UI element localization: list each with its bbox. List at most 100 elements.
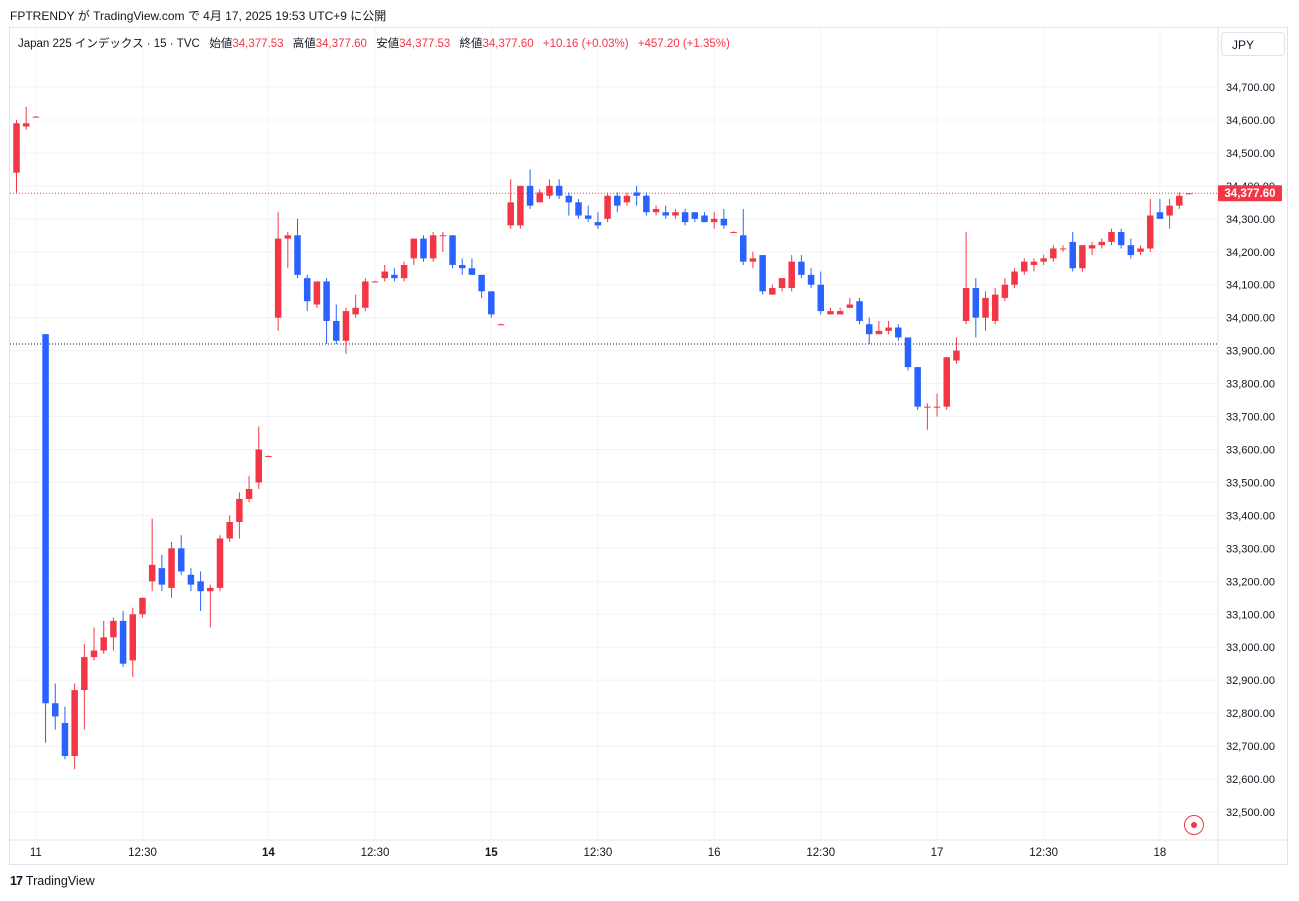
candle bbox=[555, 179, 563, 200]
candle bbox=[614, 192, 621, 213]
candle bbox=[177, 535, 185, 575]
candle bbox=[575, 199, 582, 219]
y-tick-label: 33,600.00 bbox=[1226, 445, 1275, 457]
candle bbox=[895, 324, 902, 341]
candle bbox=[546, 179, 553, 200]
candle-body bbox=[991, 294, 999, 321]
target-icon[interactable] bbox=[1184, 815, 1204, 835]
x-tick-label: 12:30 bbox=[584, 847, 613, 859]
reference-lines bbox=[10, 192, 1218, 345]
candle bbox=[391, 268, 398, 282]
candle bbox=[730, 231, 737, 233]
y-tick-label: 34,200.00 bbox=[1226, 247, 1275, 259]
legend-close-label: 終値 bbox=[459, 38, 483, 50]
candle-body bbox=[497, 324, 505, 326]
currency-button[interactable]: JPY bbox=[1221, 32, 1285, 56]
candle-body bbox=[1146, 215, 1154, 249]
candle bbox=[710, 212, 718, 229]
candle-body bbox=[865, 324, 873, 335]
candle-body bbox=[643, 195, 650, 213]
candle-body bbox=[953, 350, 960, 361]
candle bbox=[313, 281, 321, 308]
candle-body bbox=[274, 238, 282, 318]
legend-symbol[interactable]: Japan 225 インデックス · 15 · TVC bbox=[18, 38, 200, 50]
candle-body bbox=[827, 311, 834, 315]
candle-body bbox=[875, 330, 883, 335]
candle bbox=[488, 291, 495, 318]
candle-body bbox=[158, 568, 166, 585]
candle bbox=[458, 258, 466, 275]
candle-body bbox=[236, 498, 243, 522]
candle-body bbox=[604, 195, 611, 219]
candle-body bbox=[1030, 261, 1038, 265]
candle bbox=[439, 232, 447, 252]
candle-body bbox=[1021, 261, 1028, 272]
candle-body bbox=[362, 281, 369, 308]
candle bbox=[972, 278, 980, 338]
candle-body bbox=[904, 337, 912, 368]
candle bbox=[1030, 258, 1038, 272]
candle-body bbox=[1059, 248, 1067, 250]
candle bbox=[1040, 255, 1047, 265]
candle-body bbox=[672, 212, 679, 216]
candle bbox=[1185, 193, 1193, 195]
candle-body bbox=[478, 274, 485, 292]
legend-close-value: 34,377.60 bbox=[482, 38, 534, 50]
legend-low-value: 34,377.53 bbox=[399, 38, 451, 50]
candle-body bbox=[652, 208, 660, 213]
x-tick-label: 12:30 bbox=[361, 847, 390, 859]
candle bbox=[197, 571, 204, 611]
candle bbox=[245, 475, 253, 503]
candle-body bbox=[1001, 284, 1009, 298]
candle bbox=[13, 119, 20, 193]
candle-body bbox=[81, 657, 88, 691]
candle-body bbox=[420, 238, 427, 259]
candle bbox=[362, 278, 369, 312]
candle bbox=[904, 337, 912, 371]
candle bbox=[478, 274, 485, 298]
candle-body bbox=[555, 185, 563, 196]
candle bbox=[740, 208, 747, 265]
y-tick-label: 34,500.00 bbox=[1226, 148, 1275, 160]
candle bbox=[119, 610, 127, 667]
candle bbox=[1127, 238, 1135, 259]
candle bbox=[400, 261, 408, 282]
candle bbox=[61, 706, 69, 760]
candle bbox=[807, 268, 815, 289]
candle bbox=[1001, 278, 1009, 302]
tradingview-logo[interactable]: 17 TradingView bbox=[10, 874, 95, 888]
candle-body bbox=[400, 264, 408, 279]
candle-body bbox=[933, 406, 941, 408]
candle-body bbox=[623, 195, 631, 203]
candle-body bbox=[914, 367, 921, 407]
y-tick-label: 32,600.00 bbox=[1226, 774, 1275, 786]
candle-body bbox=[730, 232, 737, 233]
candle bbox=[1059, 245, 1067, 252]
y-tick-label: 34,700.00 bbox=[1226, 82, 1275, 94]
candle-body bbox=[458, 264, 466, 269]
candle-body bbox=[226, 522, 233, 539]
candle bbox=[885, 320, 892, 335]
candle bbox=[604, 192, 611, 223]
candle bbox=[1117, 228, 1125, 249]
candle-body bbox=[1166, 205, 1173, 216]
candle-body bbox=[1117, 232, 1125, 246]
candle bbox=[429, 232, 437, 262]
candle bbox=[701, 212, 708, 223]
y-tick-label: 33,400.00 bbox=[1226, 510, 1275, 522]
candle-body bbox=[584, 215, 592, 219]
candle bbox=[875, 320, 883, 335]
candle-body bbox=[381, 271, 388, 279]
candle bbox=[584, 205, 592, 223]
candle-body bbox=[255, 449, 262, 483]
candle bbox=[1166, 199, 1173, 229]
candle bbox=[962, 232, 970, 325]
candle-body bbox=[410, 238, 418, 259]
candle-body bbox=[187, 574, 195, 585]
candle bbox=[817, 271, 825, 315]
candle bbox=[236, 492, 243, 539]
x-axis: 11 12:30 14 12:30 15 12:30 16 12:30 17 12:30 18 bbox=[30, 847, 1166, 859]
candle-body bbox=[1040, 258, 1047, 262]
candle-body bbox=[836, 311, 844, 315]
